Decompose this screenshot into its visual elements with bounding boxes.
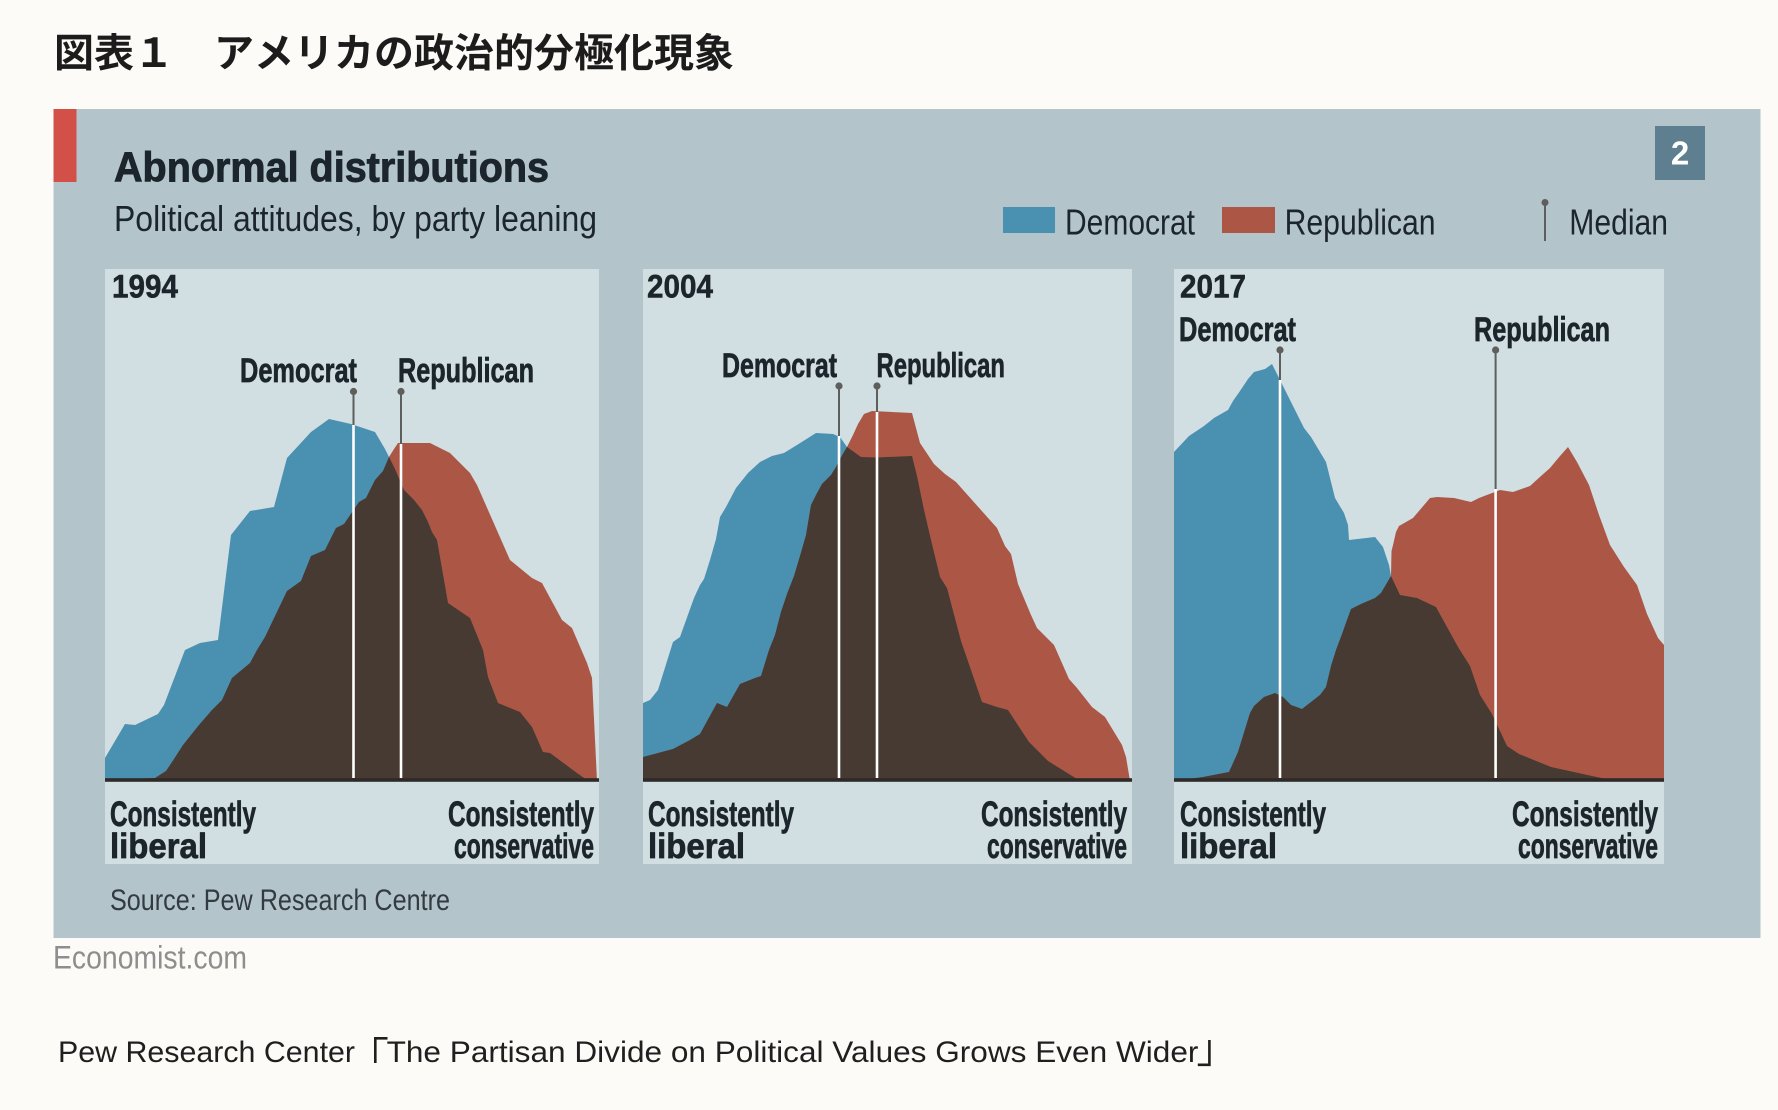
svg-text:Republican: Republican: [398, 352, 534, 390]
svg-text:Republican: Republican: [877, 347, 1006, 385]
svg-text:2017: 2017: [1180, 269, 1246, 305]
svg-text:Source: Pew Research Centre: Source: Pew Research Centre: [110, 884, 450, 917]
svg-text:Democrat: Democrat: [1179, 311, 1296, 349]
svg-text:Abnormal distributions: Abnormal distributions: [114, 143, 549, 190]
svg-text:Consistently: Consistently: [448, 795, 594, 834]
svg-text:Democrat: Democrat: [1065, 202, 1195, 243]
svg-text:liberal: liberal: [1180, 827, 1277, 866]
svg-text:Pew Research Center: Pew Research Center: [58, 1036, 355, 1069]
svg-text:conservative: conservative: [987, 827, 1127, 866]
svg-text:Democrat: Democrat: [240, 352, 357, 390]
svg-text:Median: Median: [1569, 202, 1668, 243]
svg-text:2: 2: [1671, 135, 1689, 172]
svg-text:The Partisan Divide on Politic: The Partisan Divide on Political Values …: [387, 1036, 1199, 1069]
svg-text:liberal: liberal: [648, 827, 745, 866]
svg-text:conservative: conservative: [1518, 827, 1658, 866]
svg-text:Consistently: Consistently: [1180, 795, 1326, 834]
svg-text:Republican: Republican: [1474, 311, 1610, 349]
svg-text:conservative: conservative: [454, 827, 594, 866]
svg-text:Republican: Republican: [1285, 202, 1436, 243]
svg-text:liberal: liberal: [110, 827, 207, 866]
svg-text:Political attitudes, by party: Political attitudes, by party leaning: [114, 198, 597, 239]
svg-text:Consistently: Consistently: [648, 795, 794, 834]
svg-text:Democrat: Democrat: [722, 347, 837, 385]
svg-text:Consistently: Consistently: [981, 795, 1127, 834]
svg-text:1994: 1994: [112, 269, 178, 305]
svg-text:2004: 2004: [647, 269, 713, 305]
svg-text:Consistently: Consistently: [110, 795, 256, 834]
svg-text:Economist.com: Economist.com: [53, 940, 247, 976]
svg-text:Consistently: Consistently: [1512, 795, 1658, 834]
